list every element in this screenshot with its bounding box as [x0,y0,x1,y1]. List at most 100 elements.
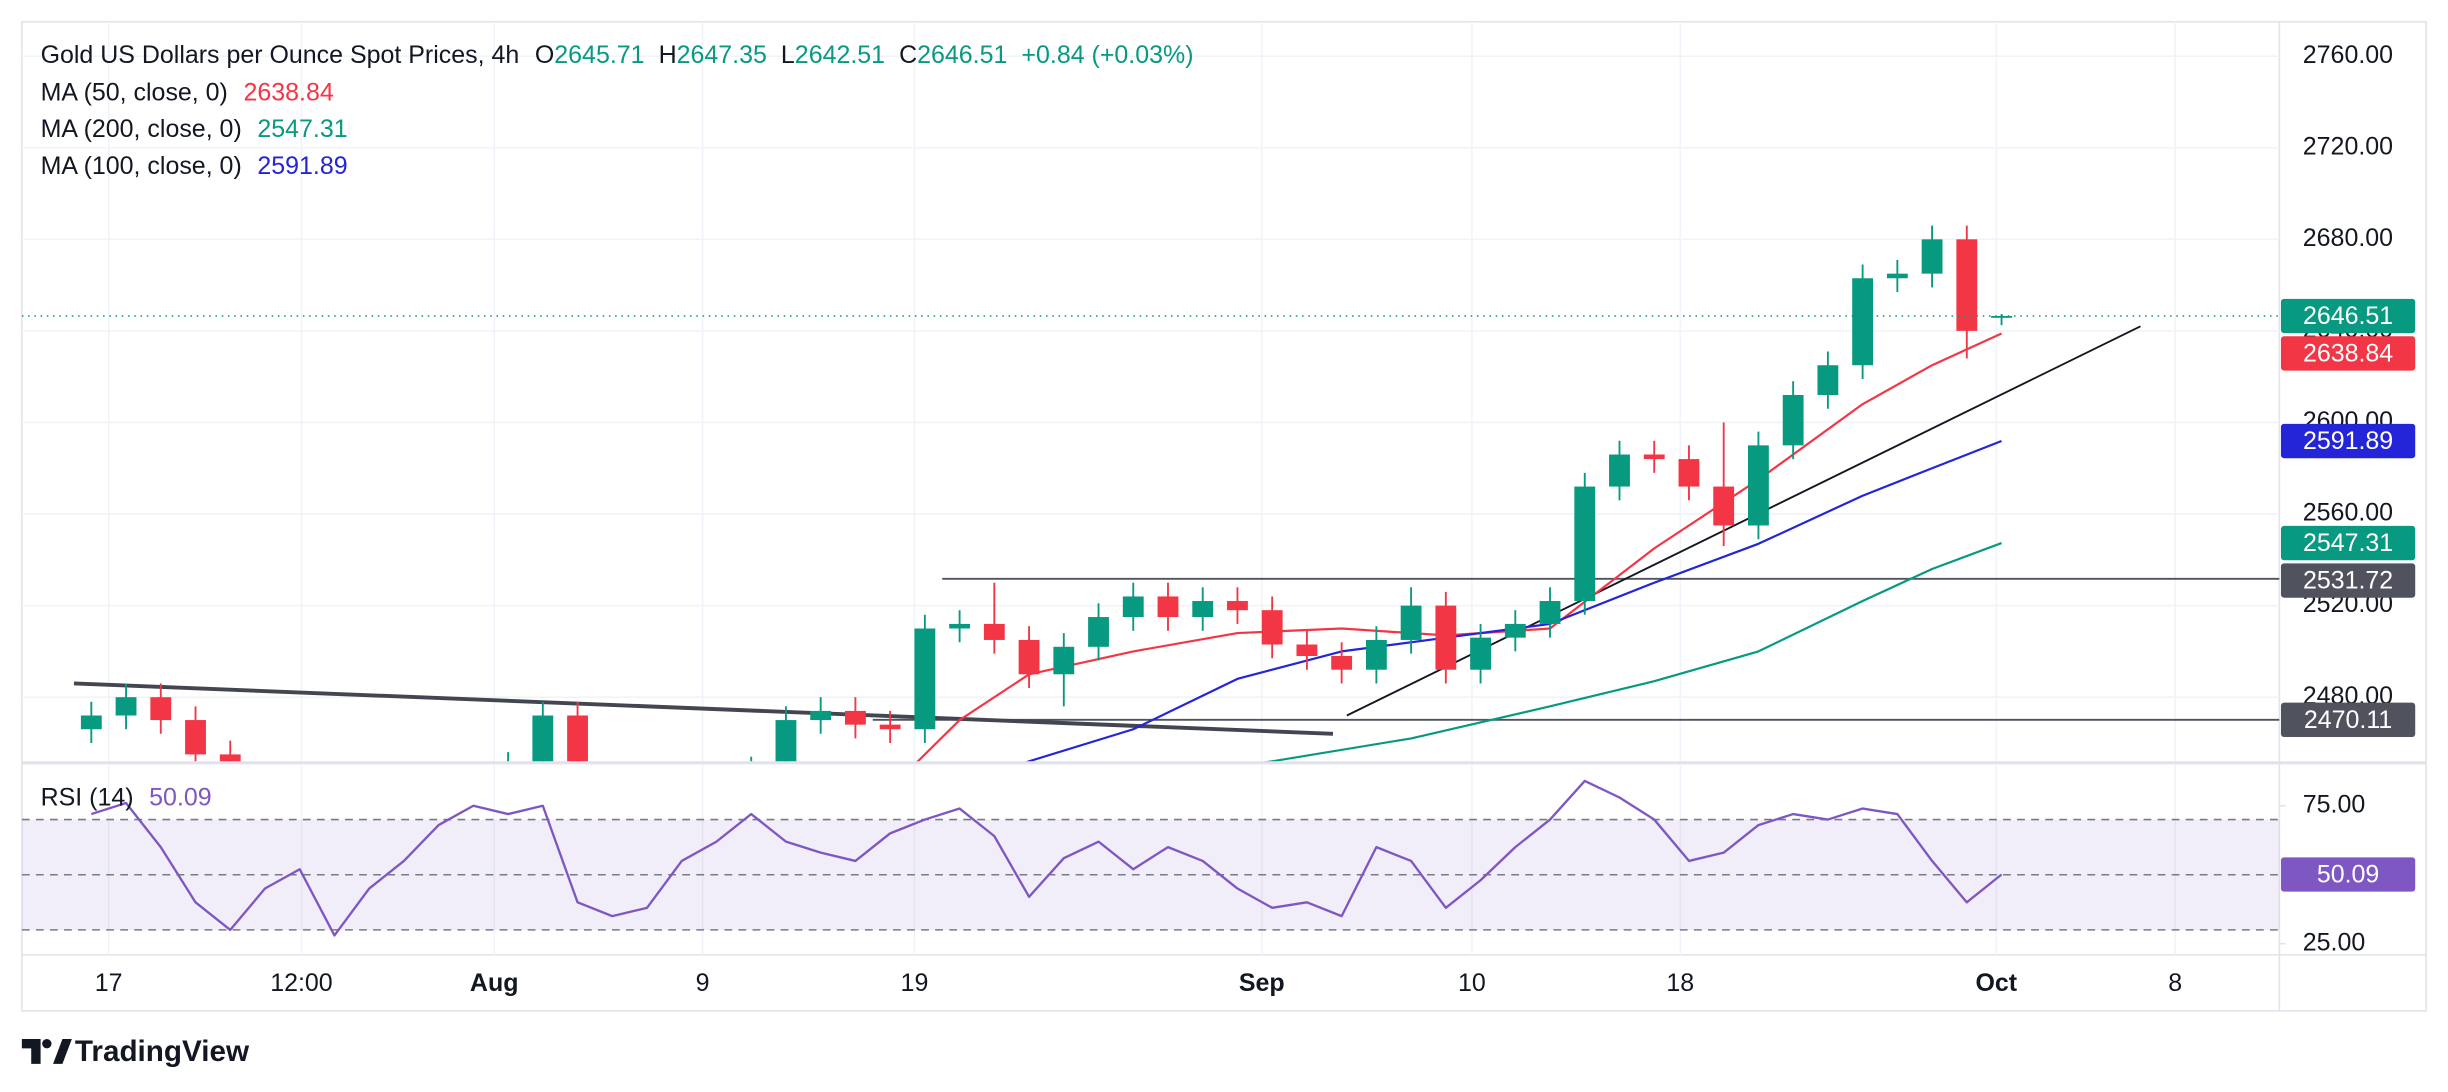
candle-body [289,789,310,794]
price-badge [2280,702,2416,737]
grid [21,21,2280,955]
candle-body [1365,639,1387,670]
candle-body [1261,610,1283,645]
candle-body [1331,655,1353,670]
x-tick-label: 10 [1458,969,1486,997]
candle-body [914,628,936,730]
candle-body [1192,601,1214,618]
price-badge-label: 2638.84 [2303,340,2393,368]
legend-entry: MA (200, close, 0) 2547.31 [41,115,348,143]
candle-body [1852,278,1874,366]
candle-body [1227,601,1248,611]
candle-body [671,789,692,794]
candle-body [1088,617,1109,647]
ohlc-label: O [535,41,554,69]
candle-body [498,766,519,777]
ma-line [1026,440,2002,762]
change: +0.84 (+0.03%) [1021,41,1193,69]
y-tick-label: 2680.00 [2303,224,2393,252]
candle-body [1400,605,1422,640]
price-badge [2280,563,2416,598]
ohlc-value: 2642.51 [795,41,885,69]
x-tick-label: 9 [696,969,710,997]
trend-line [73,681,1334,736]
candle-body [1435,605,1457,670]
candle-body [1053,646,1075,675]
y-tick-label: 2760.00 [2303,41,2393,69]
candle-body [1817,365,1839,395]
rsi-value: 50.09 [149,783,211,811]
x-tick-label: Oct [1976,969,2018,997]
price-badge [2280,857,2416,892]
chart-title: Gold US Dollars per Ounce Spot Prices, 4… [41,41,520,69]
trend-line [1346,325,2141,717]
ohlc-label: C [899,41,917,69]
header: Gold US Dollars per Ounce Spot Prices, 4… [41,41,1194,69]
candle-body [115,697,137,716]
candle-body [463,777,484,788]
legend-name: MA (50, close, 0) [41,78,228,106]
candle-body [706,784,727,789]
logo-mark [21,1038,41,1064]
candle-body [1713,486,1735,526]
candle-body [1886,273,1908,279]
candle-body [567,715,588,762]
price-badge-label: 2547.31 [2303,529,2393,557]
candle-body [428,789,449,798]
candle-body [810,710,832,721]
candle-body [1504,623,1526,638]
rsi-name: RSI (14) [41,783,134,811]
badges: 2646.51 2638.84 2591.89 2547.31 2531.72 2470.… [2280,298,2416,892]
price-badge-label: 2591.89 [2303,427,2393,455]
candle-body [775,720,797,762]
ohlc-label: H [659,41,677,69]
candle-body [1574,486,1596,602]
candle-body [983,623,1005,640]
price-badge [2280,336,2416,371]
candle-body [879,724,901,730]
y-tick-label: 25.00 [2303,928,2365,956]
legend-name: MA (200, close, 0) [41,115,242,143]
ohlc-label: L [781,41,795,69]
x-tick-label: 8 [2168,969,2182,997]
logo: TradingView [21,1035,250,1068]
candle-body [741,770,762,784]
candle-body [185,720,206,755]
ma-line [1264,542,2002,762]
ohlc-value: 2646.51 [917,41,1007,69]
price-badge-label: 2646.51 [2303,302,2393,330]
brand: TradingView [75,1035,250,1068]
candle-body [1609,454,1630,487]
legend: Gold US Dollars per Ounce Spot Prices, 4… [41,41,1194,812]
price-pane [21,225,2280,798]
axes: 2480.002520.002560.002600.002640.002680.… [95,41,2393,997]
candle-body [150,697,172,721]
legend-entry: MA (50, close, 0) 2638.84 [41,78,334,106]
candle-body [602,777,623,788]
y-tick-label: 75.00 [2303,790,2365,818]
x-tick-label: 19 [901,969,929,997]
candle-body [1643,454,1665,460]
candle-body [1296,644,1318,656]
x-tick-label: Aug [470,969,519,997]
x-tick-label: 18 [1666,969,1694,997]
candle-body [255,777,276,788]
logo-mark [53,1038,72,1064]
price-badge-label: 2531.72 [2303,567,2393,595]
candle-body [1122,596,1144,618]
candle-body [1782,394,1804,446]
legend-value: 2591.89 [257,152,347,180]
candle-body [1921,239,1943,274]
candle-body [1747,445,1769,526]
price-badge [2280,423,2416,459]
candle-body [80,715,102,730]
candle-body [1991,315,2012,318]
price-badge-label: 50.09 [2317,861,2379,889]
candle-body [393,789,414,798]
x-tick-label: 12:00 [270,969,332,997]
rsi-pane [21,779,2280,937]
x-tick-label: 17 [95,969,123,997]
price-badge [2280,298,2416,334]
